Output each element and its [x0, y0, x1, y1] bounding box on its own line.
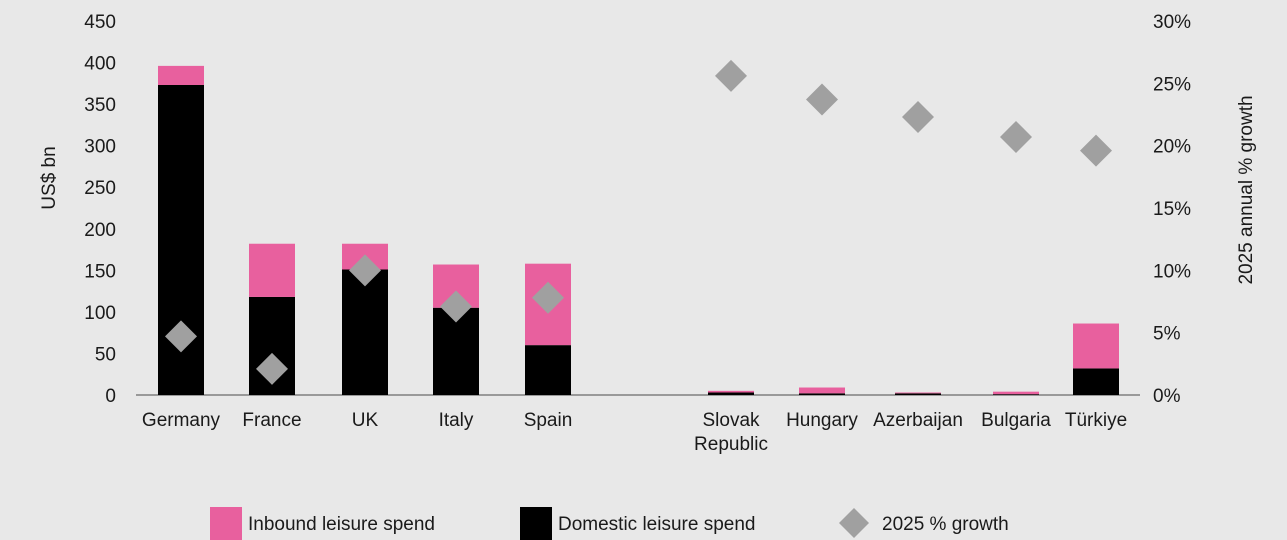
y-tick-label: 250	[84, 178, 116, 199]
y2-tick-label: 20%	[1153, 137, 1191, 158]
category-label: Germany	[142, 410, 221, 431]
growth-marker-8	[1000, 120, 1032, 153]
growth-marker-group	[165, 59, 1112, 385]
domestic-bar-2	[342, 269, 388, 395]
category-label: Slovak Republic	[694, 410, 768, 455]
legend-label: 2025 % growth	[882, 514, 1009, 535]
y-tick-label: 350	[84, 95, 116, 116]
growth-marker-1	[256, 352, 288, 385]
legend-label: Domestic leisure spend	[558, 514, 755, 535]
growth-marker-2	[349, 254, 381, 287]
y-axis-label: US$ bn	[39, 146, 60, 209]
category-label: Türkiye	[1065, 410, 1127, 431]
growth-marker-6	[806, 83, 838, 116]
y2-tick-label: 15%	[1153, 199, 1191, 220]
y-tick-label: 200	[84, 220, 116, 241]
inbound-bar-6	[799, 387, 845, 394]
legend-swatch-growth	[839, 508, 869, 538]
y2-tick-label: 10%	[1153, 261, 1191, 282]
inbound-bar-8	[993, 391, 1039, 395]
y2-tick-label: 0%	[1153, 386, 1181, 407]
category-label: UK	[352, 410, 379, 431]
category-label: Azerbaijan	[873, 410, 963, 431]
domestic-bar-8	[993, 394, 1039, 395]
y2-tick-label: 30%	[1153, 12, 1191, 33]
inbound-bar-7	[895, 392, 941, 394]
bar-group	[158, 65, 1119, 396]
y2-axis-ticks: 0% 5% 10% 15% 20% 25% 30%	[1153, 12, 1191, 407]
growth-marker-5	[715, 59, 747, 92]
y2-tick-label: 25%	[1153, 74, 1191, 95]
domestic-bar-9	[1073, 368, 1119, 395]
category-label: Spain	[524, 410, 573, 431]
category-label: Hungary	[786, 410, 858, 431]
domestic-bar-4	[525, 345, 571, 395]
y-tick-label: 0	[105, 386, 116, 407]
inbound-bar-1	[249, 243, 295, 297]
inbound-bar-5	[708, 390, 754, 393]
y-tick-label: 450	[84, 12, 116, 33]
legend-label: Inbound leisure spend	[248, 514, 435, 535]
inbound-bar-9	[1073, 323, 1119, 369]
domestic-bar-7	[895, 393, 941, 395]
y-tick-label: 300	[84, 137, 116, 158]
growth-marker-4	[532, 281, 564, 314]
domestic-bar-5	[708, 392, 754, 395]
y2-axis-label: 2025 annual % growth	[1236, 95, 1257, 284]
growth-marker-3	[440, 290, 472, 323]
y-tick-label: 100	[84, 303, 116, 324]
legend: Inbound leisure spend Domestic leisure sp…	[210, 507, 1009, 540]
category-labels: Germany France UK Italy Spain Slovak Republic H…	[142, 410, 1127, 455]
legend-swatch-0	[210, 507, 242, 540]
category-label: France	[242, 410, 301, 431]
legend-swatch-1	[520, 507, 552, 540]
y-tick-label: 400	[84, 54, 116, 75]
inbound-bar-0	[158, 65, 204, 85]
y-tick-label: 150	[84, 261, 116, 282]
category-label: Bulgaria	[981, 410, 1051, 431]
category-label: Italy	[439, 410, 474, 431]
growth-marker-0	[165, 320, 197, 353]
domestic-bar-6	[799, 393, 845, 395]
y-axis-ticks: 0 50 100 150 200 250 300 350 400 450	[84, 12, 116, 407]
growth-marker-9	[1080, 134, 1112, 167]
y-tick-label: 50	[95, 344, 116, 365]
y2-tick-label: 5%	[1153, 324, 1181, 345]
growth-marker-7	[902, 100, 934, 133]
